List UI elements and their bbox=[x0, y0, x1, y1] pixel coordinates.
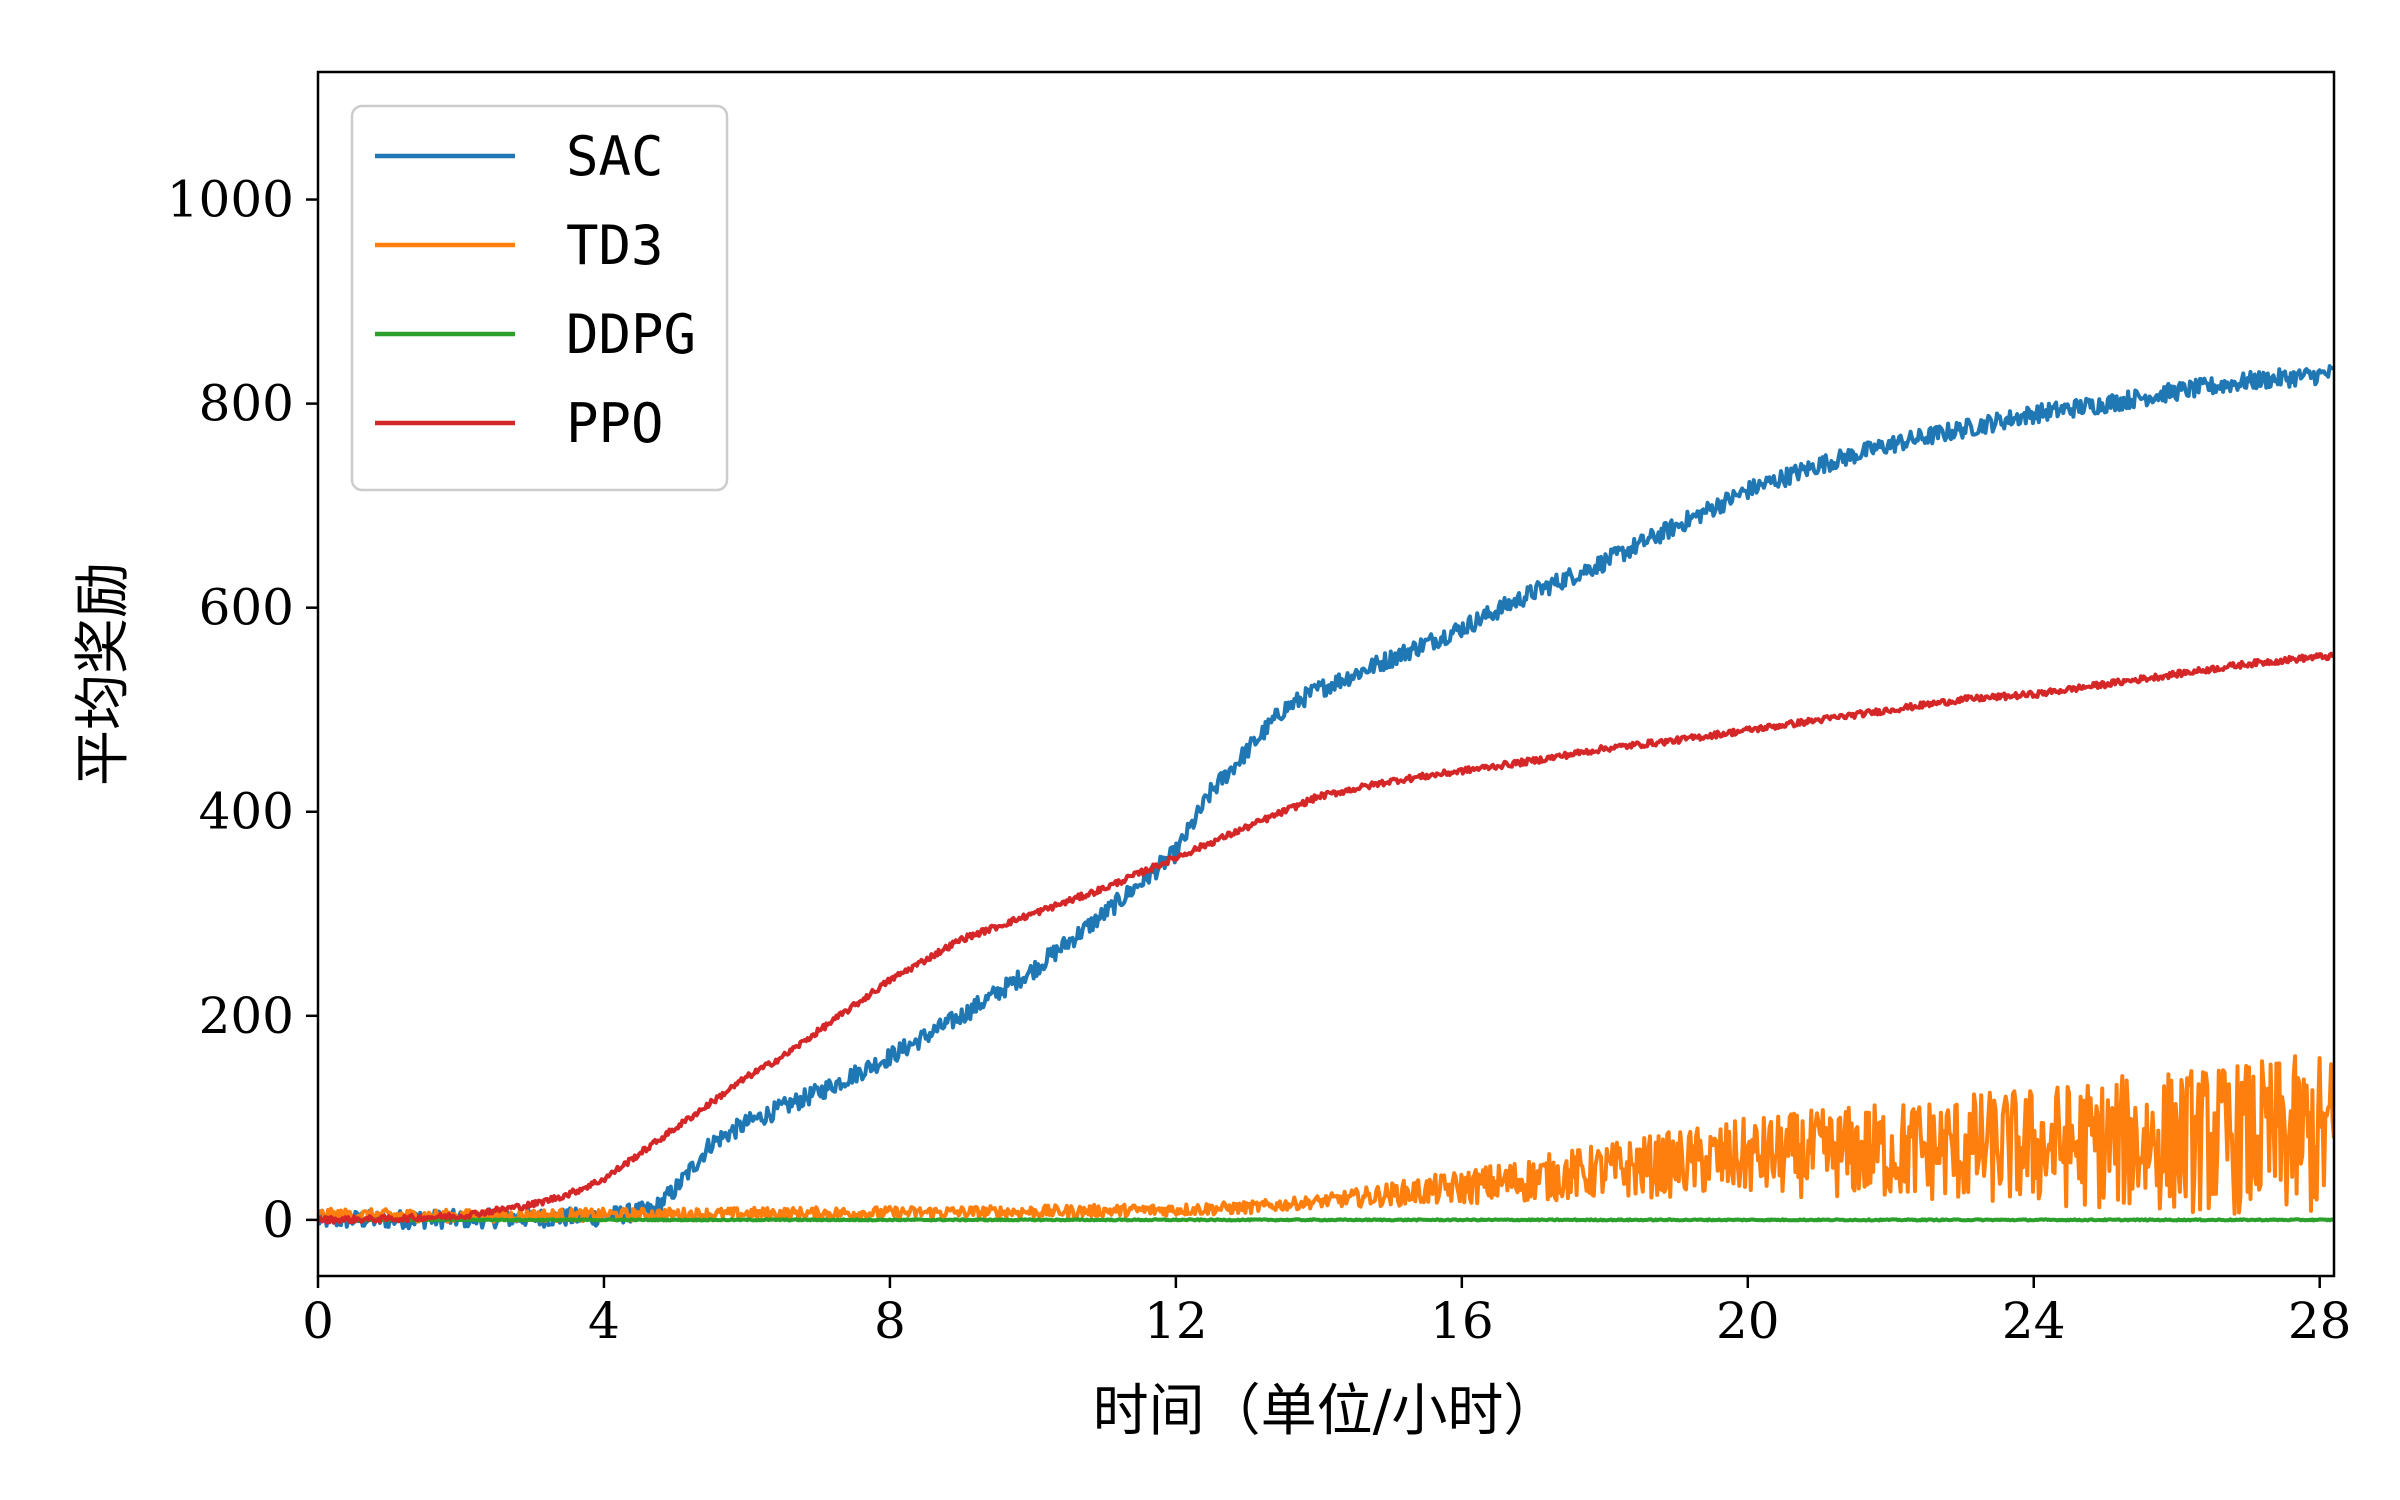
legend-label-td3: TD3 bbox=[566, 214, 664, 277]
y-axis: 0 200 400 600 800 1000 bbox=[167, 171, 318, 1249]
plot-frame bbox=[316, 70, 2336, 1278]
x-axis: 0 4 8 12 16 20 24 28 bbox=[302, 1276, 2352, 1350]
y-tick-label: 400 bbox=[199, 783, 294, 841]
y-axis-label: 平均奖励 bbox=[71, 562, 136, 786]
x-tick-label: 12 bbox=[1144, 1292, 1208, 1350]
series-line-ppo bbox=[318, 651, 2334, 1225]
x-tick-label: 28 bbox=[2288, 1292, 2352, 1350]
series-layer bbox=[318, 364, 2334, 1231]
legend-label-ddpg: DDPG bbox=[566, 303, 696, 366]
y-tick-label: 600 bbox=[199, 579, 294, 637]
series-line-sac bbox=[318, 364, 2334, 1231]
y-tick-label: 800 bbox=[199, 375, 294, 433]
legend-label-ppo: PPO bbox=[566, 392, 664, 455]
x-tick-label: 0 bbox=[302, 1292, 334, 1350]
x-tick-label: 16 bbox=[1430, 1292, 1494, 1350]
legend-box bbox=[350, 104, 729, 492]
x-tick-label: 4 bbox=[588, 1292, 620, 1350]
x-tick-label: 8 bbox=[874, 1292, 906, 1350]
x-axis-label: 时间（单位/小时） bbox=[1093, 1379, 1560, 1444]
y-tick-label: 0 bbox=[262, 1191, 294, 1249]
legend-label-sac: SAC bbox=[566, 125, 664, 188]
x-tick-label: 24 bbox=[2002, 1292, 2066, 1350]
y-tick-label: 200 bbox=[199, 987, 294, 1045]
legend: SAC TD3 DDPG PPO bbox=[350, 104, 729, 492]
x-tick-label: 20 bbox=[1716, 1292, 1780, 1350]
series-line-ddpg bbox=[318, 1217, 2334, 1223]
y-tick-label: 1000 bbox=[167, 171, 294, 229]
